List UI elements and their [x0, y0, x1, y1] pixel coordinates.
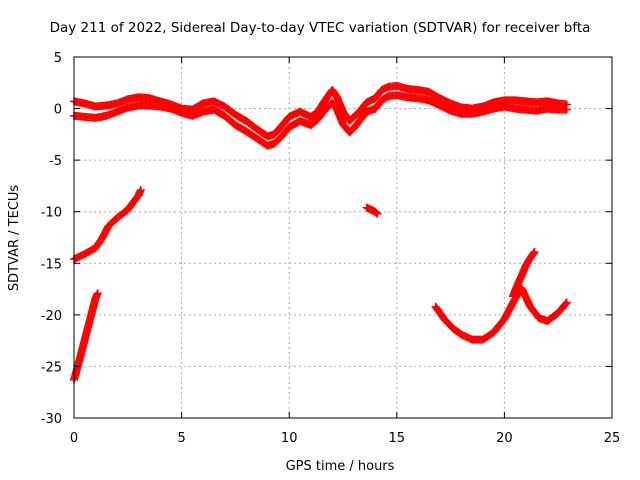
- data-point-marker: [93, 289, 102, 298]
- data-point-marker: [562, 298, 571, 307]
- y-tick-label: 0: [54, 103, 62, 118]
- data-points: [70, 81, 571, 384]
- series-u-curve: [431, 284, 571, 344]
- series-main-arc-upper: [70, 81, 571, 141]
- data-point-marker: [372, 208, 381, 217]
- x-tick-label: 0: [70, 431, 78, 446]
- chart-title: Day 211 of 2022, Sidereal Day-to-day VTE…: [49, 20, 591, 36]
- data-point-marker: [562, 105, 571, 114]
- x-tick-label: 25: [604, 431, 621, 446]
- y-tick-label: -20: [41, 309, 62, 324]
- gridlines: [74, 57, 612, 418]
- data-point-marker: [561, 299, 570, 308]
- x-axis-label: GPS time / hours: [286, 459, 395, 474]
- y-axis-label: SDTVAR / TECUs: [7, 185, 22, 292]
- axis-ticks: 0 5 10 15 20 25 5 0 -5 -10 -15 -20 -25 -30: [41, 51, 621, 446]
- series-rising-segment-a: [70, 186, 145, 264]
- y-tick-label: -25: [41, 360, 62, 375]
- data-point-marker: [136, 186, 145, 195]
- series-main-arc-lower: [70, 91, 571, 150]
- y-tick-label: 5: [54, 51, 62, 66]
- y-tick-label: -15: [41, 257, 62, 272]
- series-short-segment: [362, 203, 382, 218]
- x-tick-label: 20: [496, 431, 513, 446]
- plot-frame: [73, 56, 613, 419]
- data-point-marker: [530, 247, 539, 256]
- y-tick-label: -30: [41, 412, 62, 427]
- series-rising-segment-b: [70, 289, 102, 384]
- x-tick-label: 10: [281, 431, 298, 446]
- y-tick-label: -10: [41, 206, 62, 221]
- x-tick-label: 5: [177, 431, 185, 446]
- x-tick-label: 15: [389, 431, 406, 446]
- data-point-marker: [373, 209, 382, 218]
- y-tick-label: -5: [49, 154, 62, 169]
- series-rising-segment-c: [509, 247, 539, 301]
